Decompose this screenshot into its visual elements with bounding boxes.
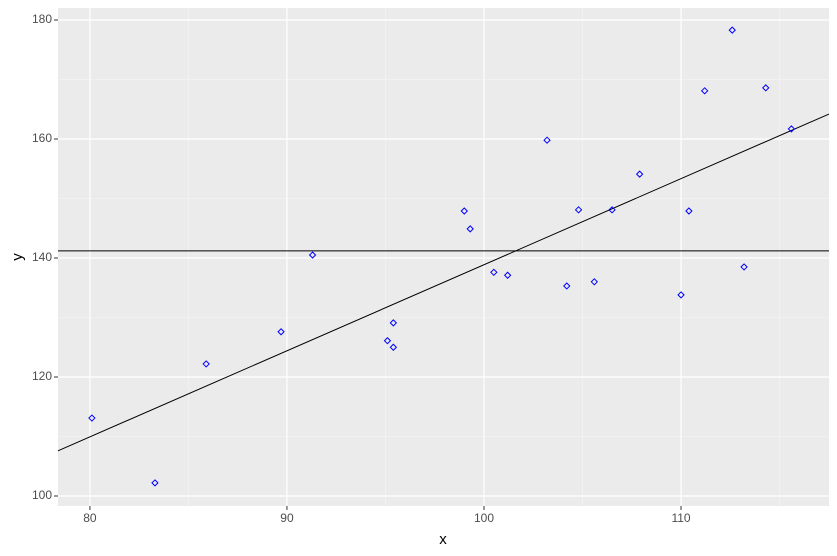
y-tick-label: 180	[32, 12, 52, 26]
point	[383, 337, 392, 345]
point	[685, 207, 693, 215]
point	[503, 271, 512, 279]
point	[728, 26, 736, 34]
point	[490, 268, 498, 276]
point	[88, 414, 96, 422]
panel	[58, 8, 829, 506]
x-tick-label: 90	[280, 511, 294, 525]
x-tick-label: 80	[83, 511, 97, 525]
y-tick-label: 120	[32, 369, 52, 383]
point	[543, 136, 551, 144]
point	[460, 207, 468, 215]
point	[389, 319, 398, 327]
point	[277, 328, 285, 336]
point	[563, 282, 571, 290]
point	[762, 84, 770, 92]
y-axis-title: y	[9, 253, 26, 261]
fit-line	[57, 113, 830, 452]
point	[590, 278, 599, 286]
point	[677, 291, 685, 299]
point	[787, 125, 796, 133]
point	[466, 225, 474, 233]
point	[700, 87, 709, 95]
point	[389, 343, 398, 351]
point	[151, 479, 159, 487]
point	[202, 360, 210, 368]
point	[740, 263, 748, 271]
y-tick-label: 100	[32, 488, 52, 502]
x-tick-label: 100	[474, 511, 494, 525]
x-axis-title: x	[439, 531, 447, 548]
point	[635, 170, 644, 178]
point	[608, 206, 616, 214]
point	[574, 206, 583, 214]
y-tick-label: 140	[32, 250, 52, 264]
y-tick-label: 160	[32, 131, 52, 145]
point	[308, 251, 317, 259]
x-tick-label: 110	[671, 511, 690, 525]
